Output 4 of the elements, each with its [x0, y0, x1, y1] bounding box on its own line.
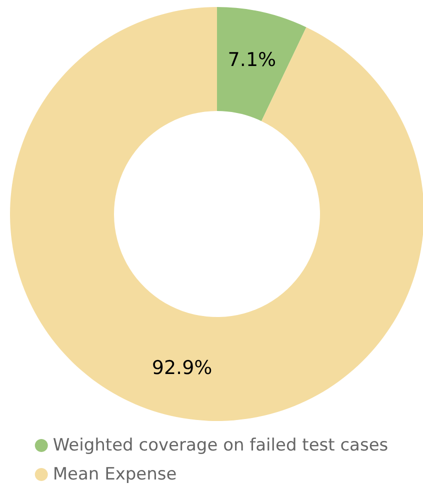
legend-label: Weighted coverage on failed test cases: [52, 436, 388, 456]
data-label: 7.1%: [228, 48, 276, 71]
data-label: 92.9%: [152, 357, 212, 380]
legend-label: Mean Expense: [52, 464, 177, 484]
